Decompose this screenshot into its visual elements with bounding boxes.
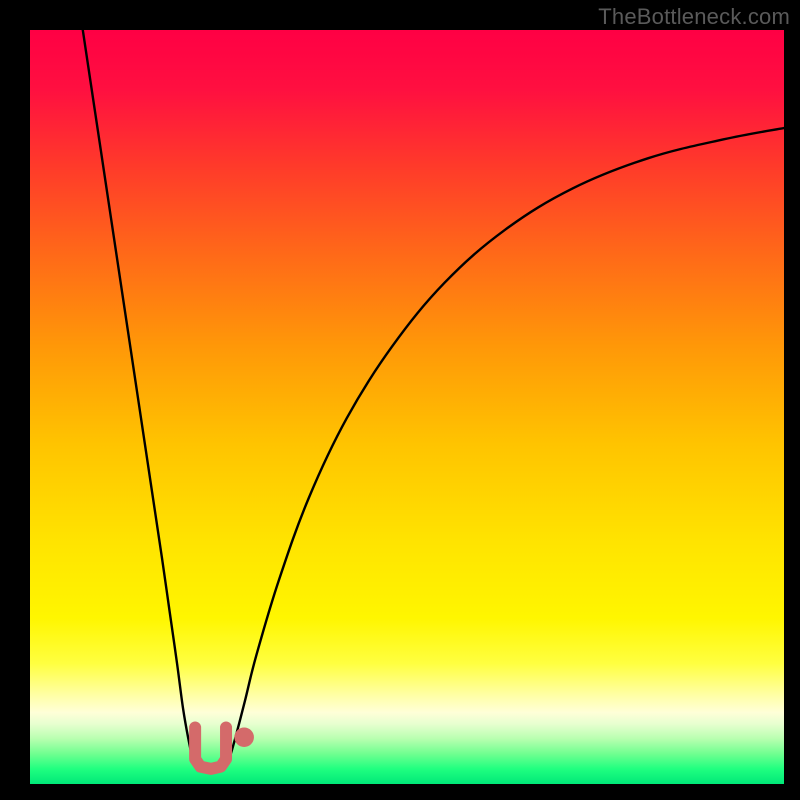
chart-canvas: TheBottleneck.com	[0, 0, 800, 800]
highlight-dot	[234, 727, 254, 747]
plot-area	[30, 30, 784, 784]
curve-overlay	[30, 30, 784, 784]
curve-right	[225, 128, 784, 765]
watermark-text: TheBottleneck.com	[598, 4, 790, 30]
highlight-u-mark	[195, 727, 226, 768]
curve-left	[83, 30, 197, 765]
